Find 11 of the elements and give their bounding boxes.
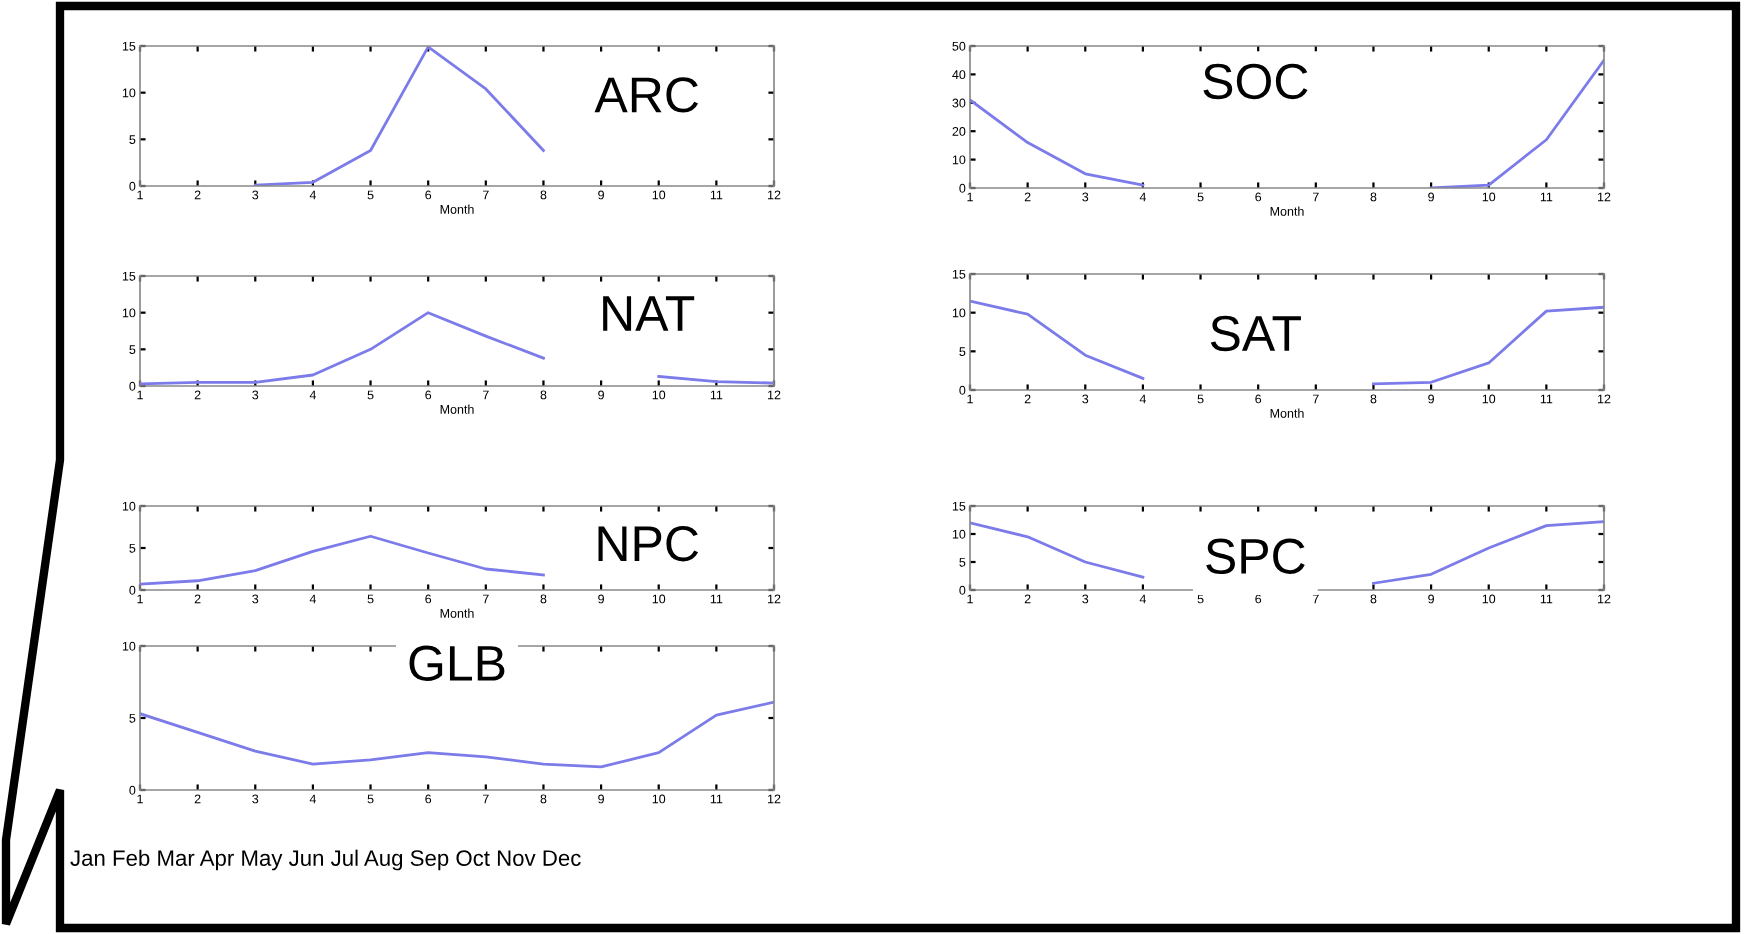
chart-title: SOC [1203, 63, 1308, 100]
line-series [140, 700, 774, 769]
text: SPC [1206, 538, 1305, 575]
chart-title: GLB [409, 645, 505, 682]
text: Jan Feb Mar Apr May Jun Jul Aug Sep Oct Nov Dec [70, 849, 581, 871]
line-series [253, 46, 545, 186]
chart-title: ARC [594, 77, 699, 113]
text: SAT [1210, 315, 1301, 352]
chart-title: NAT [603, 296, 695, 331]
chart-title: NPC [598, 526, 699, 562]
line-series [140, 534, 545, 586]
